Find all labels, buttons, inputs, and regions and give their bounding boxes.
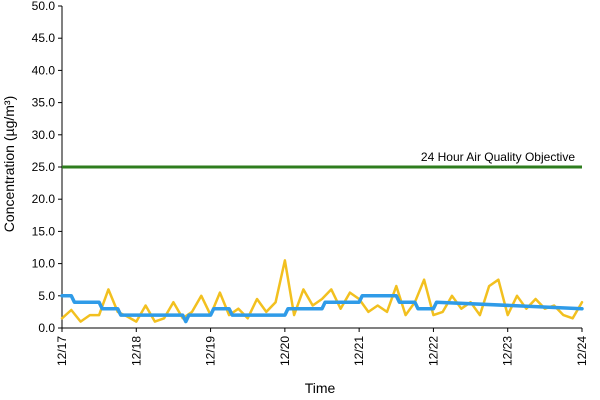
y-tick-label: 30.0 (32, 128, 56, 142)
x-tick-label: 12/23 (501, 336, 515, 366)
x-tick-labels: 12/17 12/18 12/19 12/20 12/21 12/22 12/23 12/24 (55, 328, 589, 366)
x-tick-label: 12/24 (575, 336, 589, 366)
y-tick-label: 40.0 (32, 63, 56, 77)
y-tick-label: 25.0 (32, 160, 56, 174)
x-tick-label: 12/17 (55, 336, 69, 366)
reference-line-label: 24 Hour Air Quality Objective (421, 150, 575, 164)
x-tick-label: 12/19 (204, 336, 218, 366)
y-tick-label: 45.0 (32, 31, 56, 45)
y-tick-label: 0.0 (38, 321, 55, 335)
x-tick-label: 12/20 (278, 336, 292, 366)
series-line-yellow (60, 259, 584, 323)
y-tick-labels: 0.0 5.0 10.0 15.0 20.0 25.0 30.0 35.0 40.0 45.0 50… (32, 0, 62, 335)
series-group (60, 259, 584, 324)
y-tick-label: 15.0 (32, 224, 56, 238)
x-axis-title: Time (305, 380, 336, 396)
y-tick-label: 5.0 (38, 289, 55, 303)
y-tick-label: 35.0 (32, 96, 56, 110)
y-tick-label: 50.0 (32, 0, 56, 13)
x-tick-label: 12/22 (426, 336, 440, 366)
series-line-blue (60, 294, 584, 324)
x-tick-label: 12/18 (129, 336, 143, 366)
x-tick-label: 12/21 (352, 336, 366, 366)
y-tick-label: 10.0 (32, 257, 56, 271)
y-tick-label: 20.0 (32, 192, 56, 206)
reference-line-group: 24 Hour Air Quality Objective (62, 150, 582, 169)
y-axis-title: Concentration (µg/m³) (1, 96, 17, 232)
